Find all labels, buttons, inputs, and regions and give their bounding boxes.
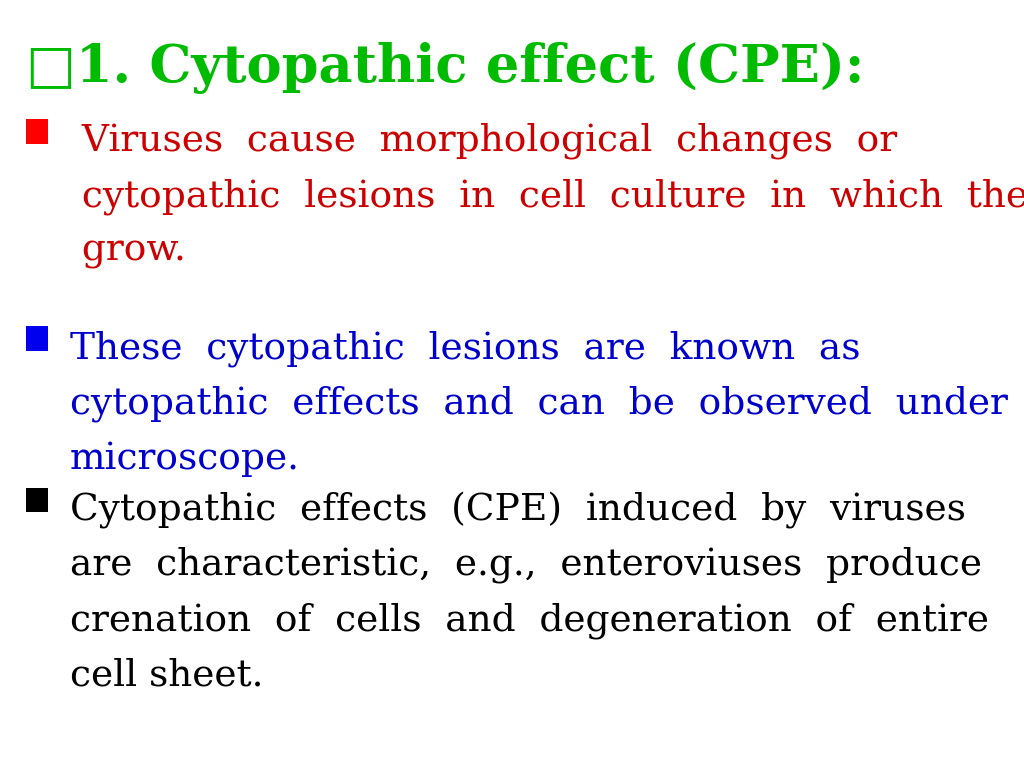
Text: microscope.: microscope. xyxy=(70,441,300,477)
Text: crenation  of  cells  and  degeneration  of  entire: crenation of cells and degeneration of e… xyxy=(70,602,988,639)
Bar xyxy=(26,488,48,512)
Text: are  characteristic,  e.g.,  enteroviuses  produce: are characteristic, e.g., enteroviuses p… xyxy=(70,547,982,584)
Text: □1. Cytopathic effect (CPE):: □1. Cytopathic effect (CPE): xyxy=(26,42,864,94)
Text: grow.: grow. xyxy=(70,233,185,270)
Bar xyxy=(26,326,48,351)
Text: Viruses  cause  morphological  changes  or: Viruses cause morphological changes or xyxy=(70,123,897,160)
Text: cytopathic  lesions  in  cell  culture  in  which  they: cytopathic lesions in cell culture in wh… xyxy=(70,178,1024,215)
Bar xyxy=(26,119,48,144)
Text: cell sheet.: cell sheet. xyxy=(70,657,263,694)
Text: Cytopathic  effects  (CPE)  induced  by  viruses: Cytopathic effects (CPE) induced by viru… xyxy=(70,492,966,528)
Text: cytopathic  effects  and  can  be  observed  under: cytopathic effects and can be observed u… xyxy=(70,386,1008,422)
Text: These  cytopathic  lesions  are  known  as: These cytopathic lesions are known as xyxy=(70,330,860,367)
